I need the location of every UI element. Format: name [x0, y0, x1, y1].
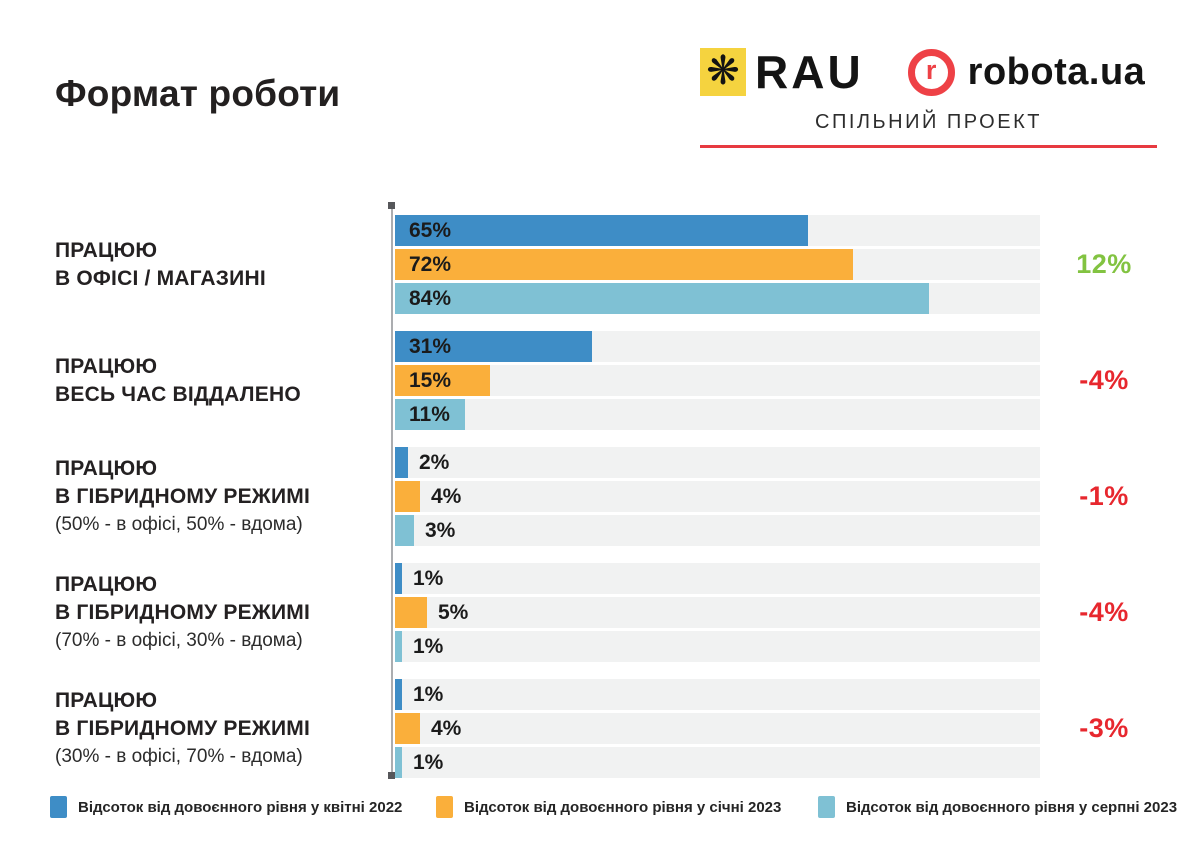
legend-label: Відсоток від довоєнного рівня у квітні 2…	[78, 798, 403, 816]
bar-track: 11%	[395, 399, 1040, 430]
bar-january-2023	[395, 481, 420, 512]
bar-track: 84%	[395, 283, 1040, 314]
joint-project-subtitle: СПІЛЬНИЙ ПРОЕКТ	[815, 111, 1042, 133]
category-label-line: В ГІБРИДНОМУ РЕЖИМІ	[55, 600, 311, 624]
axis-top-cap	[388, 202, 395, 209]
legend-item: Відсоток від довоєнного рівня у серпні 2…	[818, 793, 1177, 821]
change-label: -4%	[1079, 365, 1129, 395]
bar-value-label: 1%	[413, 634, 444, 658]
bar-january-2023	[395, 365, 490, 396]
header-logos: ❋ RAU r robota.ua	[700, 47, 1145, 97]
bar-track: 3%	[395, 515, 1040, 546]
bar-august-2023	[395, 747, 402, 778]
legend-swatch-april-2022	[50, 796, 67, 818]
change-label: -1%	[1079, 481, 1129, 511]
robota-r-letter: r	[925, 55, 937, 85]
axis-bottom-cap	[388, 772, 395, 779]
bar-value-label: 1%	[413, 566, 444, 590]
rau-logo: ❋	[700, 48, 746, 96]
bar-track: 72%	[395, 249, 1040, 280]
bar-value-label: 2%	[419, 450, 450, 474]
bar-april-2022	[395, 215, 808, 246]
legend-item: Відсоток від довоєнного рівня у січні 20…	[436, 793, 781, 821]
legend-label: Відсоток від довоєнного рівня у січні 20…	[464, 798, 782, 816]
bar-value-label: 72%	[409, 252, 452, 276]
rau-logo-text: RAU	[755, 46, 864, 98]
bar-value-label: 65%	[409, 218, 452, 242]
bar-track: 4%	[395, 713, 1040, 744]
robota-logo-text: robota.ua	[967, 51, 1146, 93]
category-sublabel: (30% - в офісі, 70% - вдома)	[55, 745, 303, 767]
category-label: ПРАЦЮЮ В ГІБРИДНОМУ РЕЖИМІ (50% - в офісі,…	[55, 447, 385, 546]
bar-april-2022	[395, 563, 402, 594]
category-label: ПРАЦЮЮ В ГІБРИДНОМУ РЕЖИМІ (30% - в офісі,…	[55, 679, 385, 778]
legend-item: Відсоток від довоєнного рівня у квітні 2…	[50, 793, 402, 821]
category-label-line: В ОФІСІ / МАГАЗИНІ	[55, 266, 266, 290]
bar-value-label: 11%	[409, 402, 450, 426]
bar-august-2023	[395, 399, 465, 430]
bar-track: 1%	[395, 563, 1040, 594]
bar-track: 4%	[395, 481, 1040, 512]
bar-april-2022	[395, 679, 402, 710]
robota-r-icon: r	[907, 48, 955, 96]
rau-flower-icon: ❋	[706, 49, 740, 93]
bar-track: 1%	[395, 747, 1040, 778]
chart-axis	[391, 204, 393, 779]
category-label-line: ПРАЦЮЮ	[55, 573, 158, 597]
category-label-line: ПРАЦЮЮ	[55, 689, 158, 713]
bar-value-label: 1%	[413, 682, 444, 706]
bar-track: 15%	[395, 365, 1040, 396]
bar-value-label: 84%	[409, 286, 452, 310]
category-label-line: В ГІБРИДНОМУ РЕЖИМІ	[55, 716, 311, 740]
change-label: -3%	[1079, 713, 1129, 743]
change-label: -4%	[1079, 597, 1129, 627]
category-label-line: В ГІБРИДНОМУ РЕЖИМІ	[55, 484, 311, 508]
bar-value-label: 1%	[413, 750, 444, 774]
bar-value-label: 31%	[409, 334, 452, 358]
bar-track: 2%	[395, 447, 1040, 478]
legend-swatch-january-2023	[436, 796, 453, 818]
bar-april-2022	[395, 447, 408, 478]
bar-august-2023	[395, 631, 402, 662]
bar-january-2023	[395, 249, 853, 280]
bar-value-label: 15%	[409, 368, 452, 392]
bar-value-label: 3%	[425, 518, 456, 542]
bar-track: 31%	[395, 331, 1040, 362]
category-sublabel: (70% - в офісі, 30% - вдома)	[55, 629, 303, 651]
bar-value-label: 4%	[431, 484, 462, 508]
category-label: ПРАЦЮЮ В ОФІСІ / МАГАЗИНІ	[55, 215, 385, 314]
bar-track: 1%	[395, 631, 1040, 662]
bar-track: 1%	[395, 679, 1040, 710]
bar-track: 65%	[395, 215, 1040, 246]
bar-april-2022	[395, 331, 592, 362]
category-label-line: ПРАЦЮЮ	[55, 239, 158, 263]
bar-value-label: 5%	[438, 600, 469, 624]
category-label-line: ВЕСЬ ЧАС ВІДДАЛЕНО	[55, 382, 301, 406]
category-sublabel: (50% - в офісі, 50% - вдома)	[55, 513, 303, 535]
bar-track: 5%	[395, 597, 1040, 628]
category-label-line: ПРАЦЮЮ	[55, 355, 158, 379]
bar-august-2023	[395, 515, 414, 546]
page-title: Формат роботи	[55, 72, 341, 114]
category-label-line: ПРАЦЮЮ	[55, 457, 158, 481]
legend-swatch-august-2023	[818, 796, 835, 818]
legend-label: Відсоток від довоєнного рівня у серпні 2…	[846, 798, 1178, 816]
bar-january-2023	[395, 597, 427, 628]
bar-august-2023	[395, 283, 929, 314]
bar-value-label: 4%	[431, 716, 462, 740]
change-label: 12%	[1076, 249, 1132, 279]
header-divider	[700, 145, 1157, 148]
category-label: ПРАЦЮЮ В ГІБРИДНОМУ РЕЖИМІ (70% - в офісі,…	[55, 563, 385, 662]
category-label: ПРАЦЮЮ ВЕСЬ ЧАС ВІДДАЛЕНО	[55, 331, 385, 430]
bar-january-2023	[395, 713, 420, 744]
